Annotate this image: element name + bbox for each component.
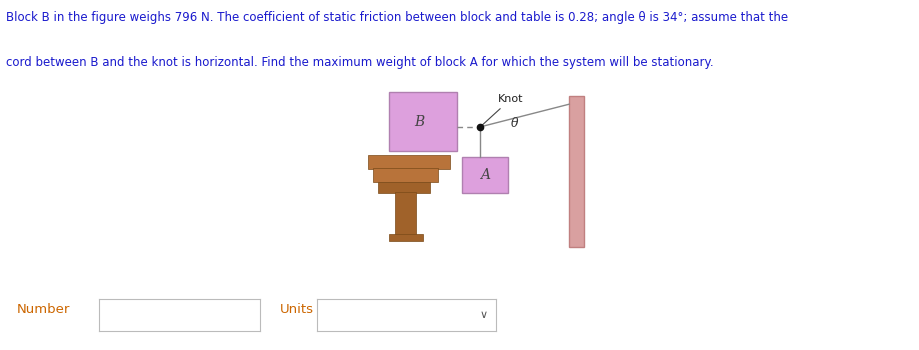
Text: cord between B and the knot is horizontal. Find the maximum weight of block A fo: cord between B and the knot is horizonta… — [6, 56, 714, 69]
Bar — [389, 92, 457, 151]
Bar — [389, 234, 424, 241]
Bar — [395, 192, 416, 235]
Text: B: B — [414, 114, 425, 128]
Text: θ: θ — [511, 117, 518, 130]
Bar — [373, 168, 437, 182]
Text: Knot: Knot — [482, 94, 524, 125]
Bar — [461, 156, 508, 193]
Text: A: A — [480, 168, 490, 182]
Text: i: i — [89, 308, 93, 322]
Text: Units: Units — [280, 303, 314, 316]
Bar — [379, 182, 430, 193]
Bar — [569, 96, 584, 247]
Text: Block B in the figure weighs 796 N. The coefficient of static friction between b: Block B in the figure weighs 796 N. The … — [6, 10, 789, 23]
Text: ∨: ∨ — [480, 310, 488, 320]
Text: Number: Number — [17, 303, 70, 316]
Bar — [368, 155, 449, 169]
